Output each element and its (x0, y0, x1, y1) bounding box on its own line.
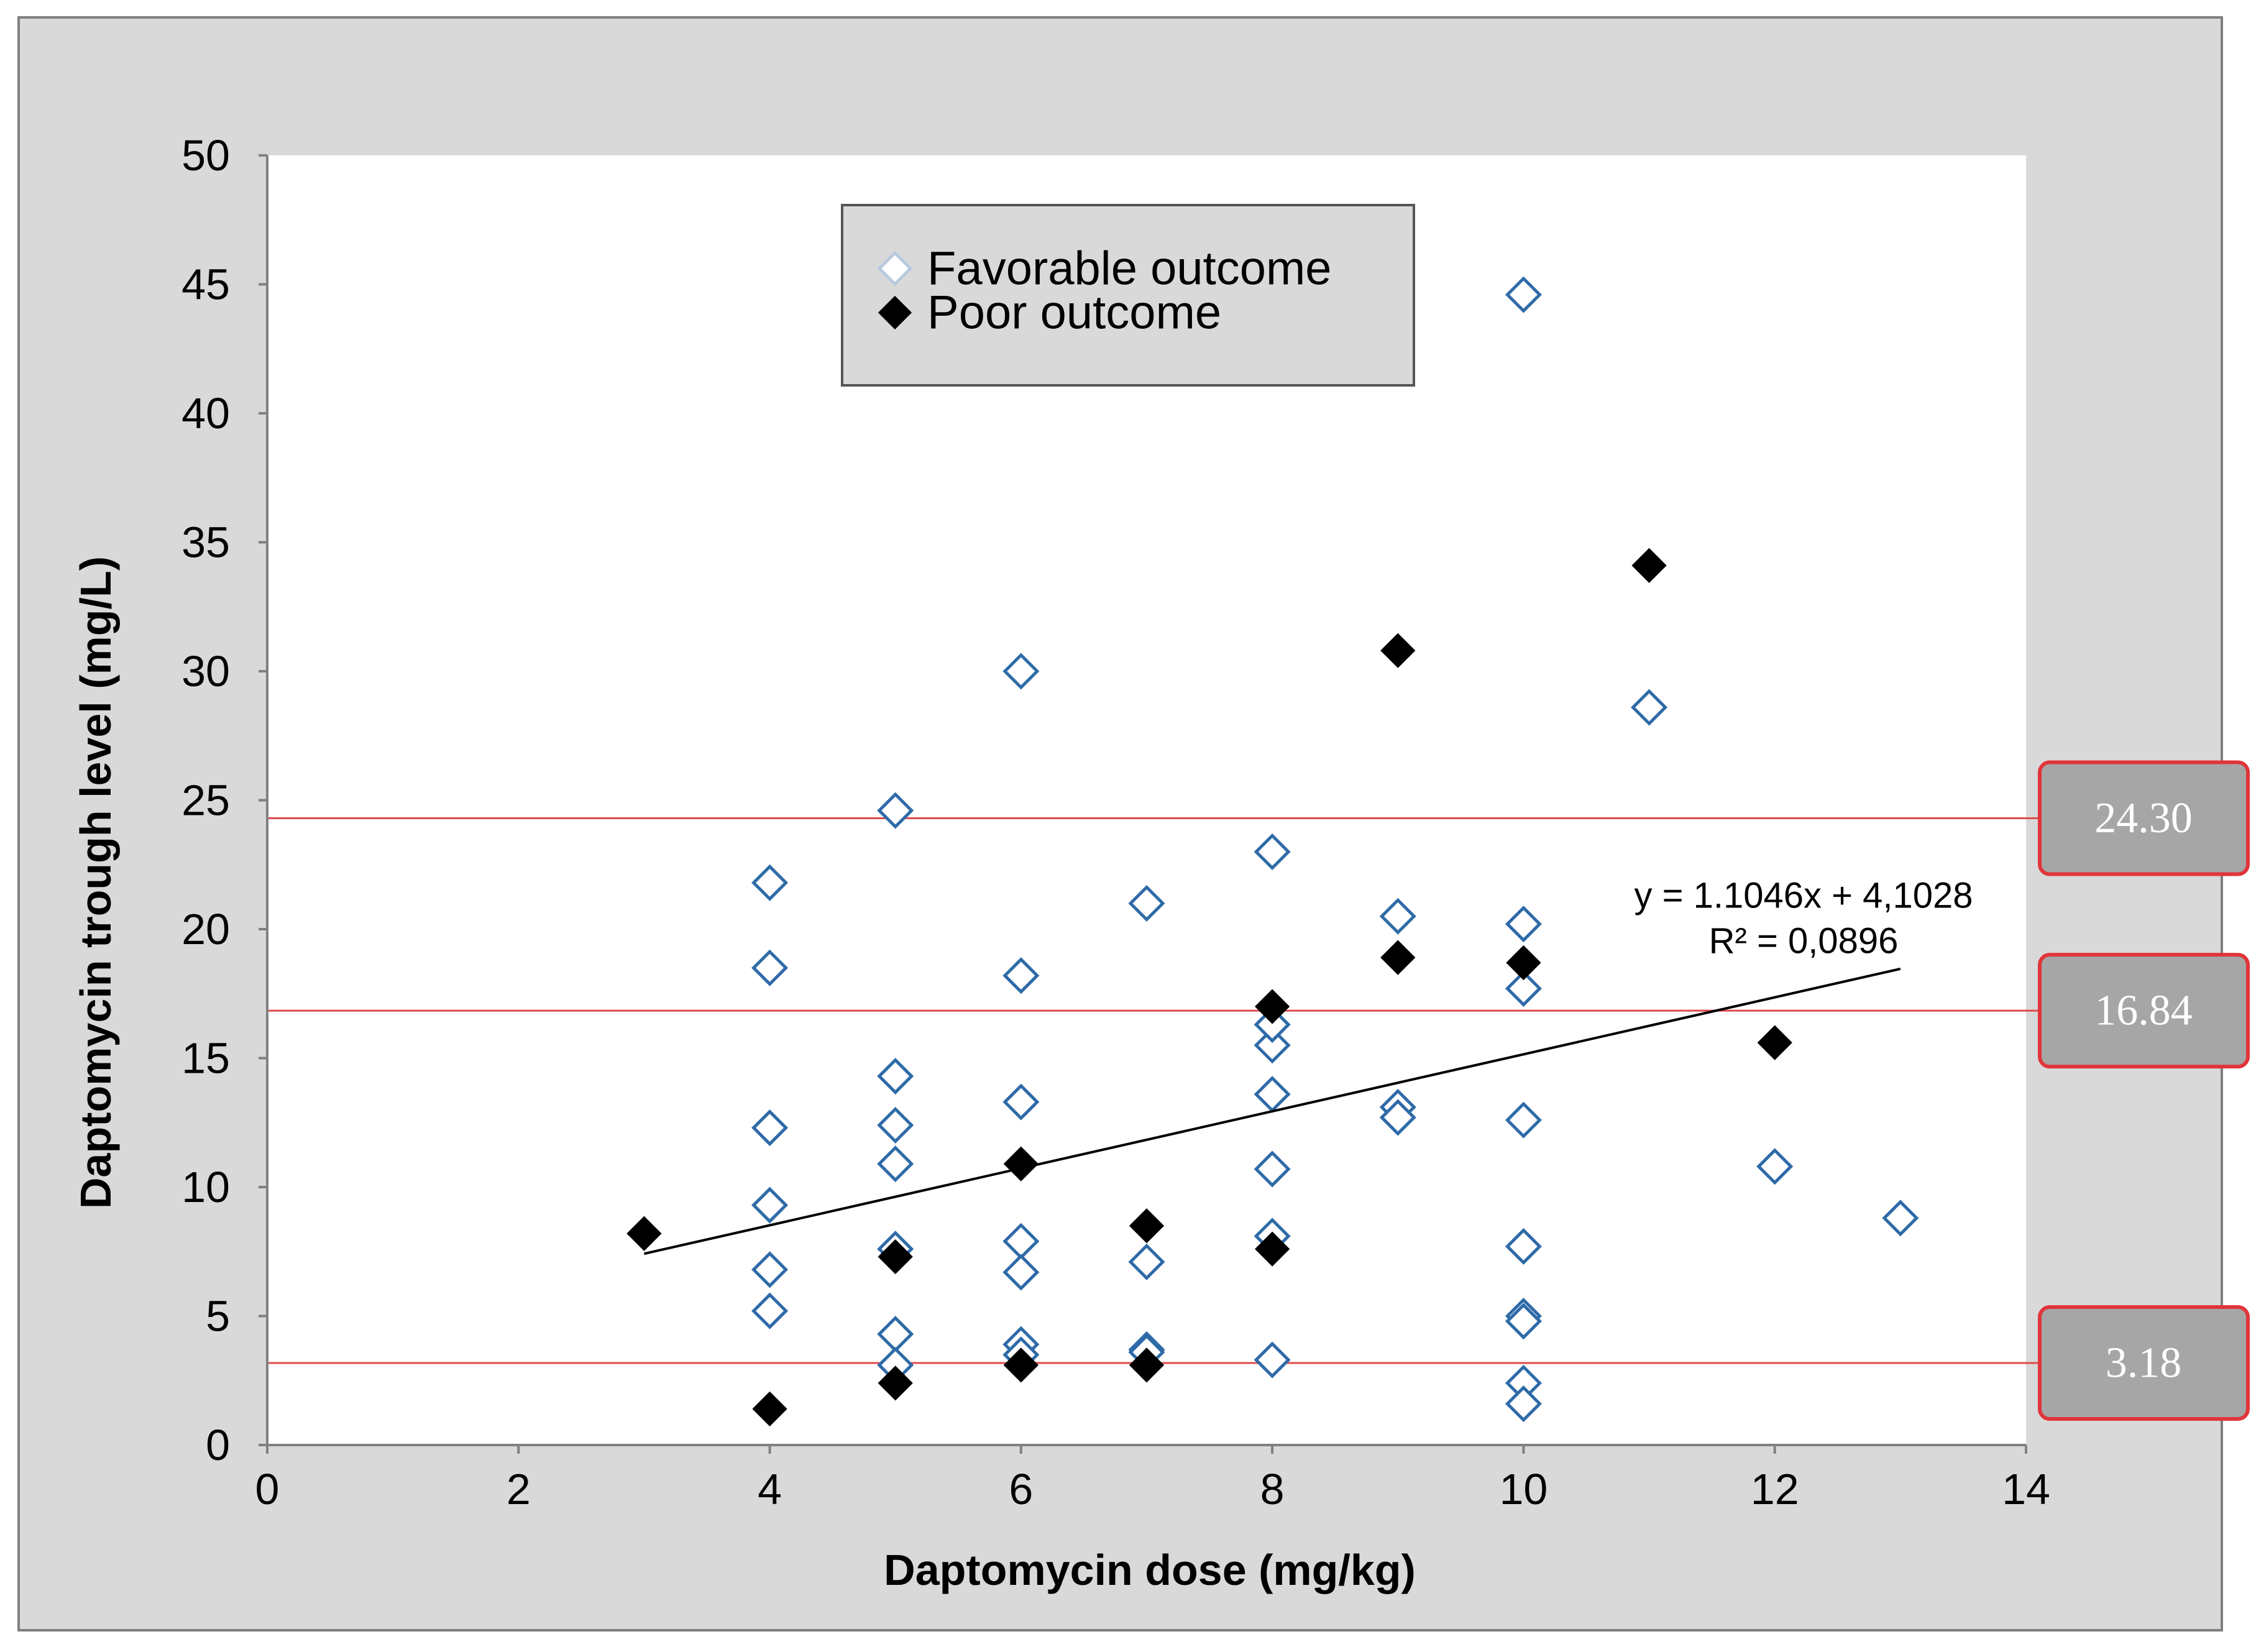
legend-box (841, 204, 1415, 387)
y-tick-label: 40 (181, 389, 230, 438)
legend-favorable-marker-icon (877, 250, 913, 287)
legend: Favorable outcome Poor outcome (841, 204, 1415, 387)
poor-point (1129, 1208, 1165, 1244)
legend-poor-marker-icon (878, 295, 912, 330)
y-tick-label: 10 (181, 1163, 230, 1211)
poor-point (1129, 1347, 1165, 1383)
favorable-point (1379, 1099, 1416, 1136)
favorable-point (751, 1292, 789, 1329)
favorable-point (1002, 653, 1040, 690)
favorable-point (1254, 1027, 1291, 1064)
trendline-equation: y = 1.1046x + 4,1028 (1635, 876, 1973, 916)
favorable-point (1379, 897, 1416, 935)
x-tick-label: 2 (507, 1465, 531, 1513)
favorable-point (1631, 689, 1668, 726)
favorable-point (1254, 1150, 1291, 1188)
favorable-point (1505, 906, 1542, 943)
favorable-point (1756, 1148, 1794, 1185)
poor-point (878, 1239, 913, 1275)
y-tick-label: 30 (181, 647, 230, 695)
poor-point (1757, 1025, 1792, 1060)
favorable-point (1002, 1254, 1040, 1291)
trendline-group (643, 967, 1901, 1255)
poor-point (752, 1391, 787, 1427)
favorable-point (1882, 1200, 1919, 1237)
favorable-point (1002, 957, 1040, 994)
favorable-point (877, 1145, 914, 1183)
reference-value-box (2038, 760, 2250, 876)
favorable-point (751, 1109, 789, 1147)
x-axis-title: Daptomycin dose (mg/kg) (884, 1546, 1416, 1594)
favorable-point (877, 1058, 914, 1095)
trendline-r-squared: R² = 0,0896 (1709, 921, 1899, 961)
favorable-point (1505, 1385, 1542, 1423)
favorable-point (751, 1251, 789, 1288)
reference-value-label: 24.30 (2094, 794, 2193, 842)
y-tick-label: 0 (206, 1421, 230, 1469)
reference-value-box (2038, 953, 2250, 1069)
poor-point (1380, 633, 1416, 668)
y-tick-label: 50 (181, 131, 230, 180)
poor-point (1003, 1146, 1039, 1182)
reference-value-box (2038, 1305, 2250, 1421)
y-axis-ticks: 0 5 10 15 20 25 30 35 40 45 50 (181, 131, 267, 1469)
favorable-point (877, 1106, 914, 1144)
legend-favorable-label: Favorable outcome (927, 242, 1332, 295)
favorable-point (1505, 1228, 1542, 1265)
y-tick-label: 35 (181, 518, 230, 567)
reference-value-label: 3.18 (2106, 1339, 2182, 1387)
x-tick-label: 10 (1499, 1465, 1548, 1513)
x-tick-label: 12 (1751, 1465, 1799, 1513)
y-axis-title: Daptomycin trough level (mg/L) (71, 556, 120, 1209)
favorable-point (1505, 1303, 1542, 1340)
reference-value-label: 16.84 (2094, 987, 2193, 1035)
favorable-point (1002, 1083, 1040, 1121)
favorable-point (1254, 1006, 1291, 1044)
poor-points (626, 548, 1792, 1427)
poor-point (1003, 1347, 1039, 1383)
poor-point (878, 1365, 913, 1401)
y-tick-label: 15 (181, 1034, 230, 1083)
favorable-point (1505, 1101, 1542, 1139)
y-tick-label: 20 (181, 905, 230, 953)
legend-poor-label: Poor outcome (927, 287, 1221, 339)
x-tick-label: 14 (2002, 1465, 2050, 1513)
favorable-point (877, 792, 914, 829)
x-axis-ticks: 0 2 4 6 8 10 12 14 (255, 1445, 2050, 1513)
favorable-point (1128, 1243, 1165, 1280)
favorable-point (1128, 884, 1165, 922)
y-tick-label: 45 (181, 260, 230, 309)
x-tick-label: 8 (1260, 1465, 1285, 1513)
favorable-point (1254, 833, 1291, 871)
poor-point (1380, 940, 1416, 975)
poor-point (1506, 945, 1541, 981)
favorable-point (751, 1186, 789, 1224)
reference-label-boxes: 24.30 16.84 3.18 (2038, 760, 2250, 1421)
x-tick-label: 4 (758, 1465, 782, 1513)
favorable-point (1505, 970, 1542, 1007)
favorable-point (751, 949, 789, 986)
poor-point (626, 1216, 662, 1251)
poor-point (1255, 989, 1290, 1024)
y-tick-label: 5 (206, 1292, 230, 1341)
trendline (643, 967, 1901, 1255)
poor-point (1255, 1231, 1290, 1267)
y-tick-label: 25 (181, 776, 230, 825)
favorable-point (1505, 276, 1542, 313)
x-tick-label: 0 (255, 1465, 280, 1513)
x-tick-label: 6 (1009, 1465, 1033, 1513)
favorable-point (1254, 1341, 1291, 1379)
poor-point (1631, 548, 1667, 583)
favorable-point (751, 864, 789, 901)
